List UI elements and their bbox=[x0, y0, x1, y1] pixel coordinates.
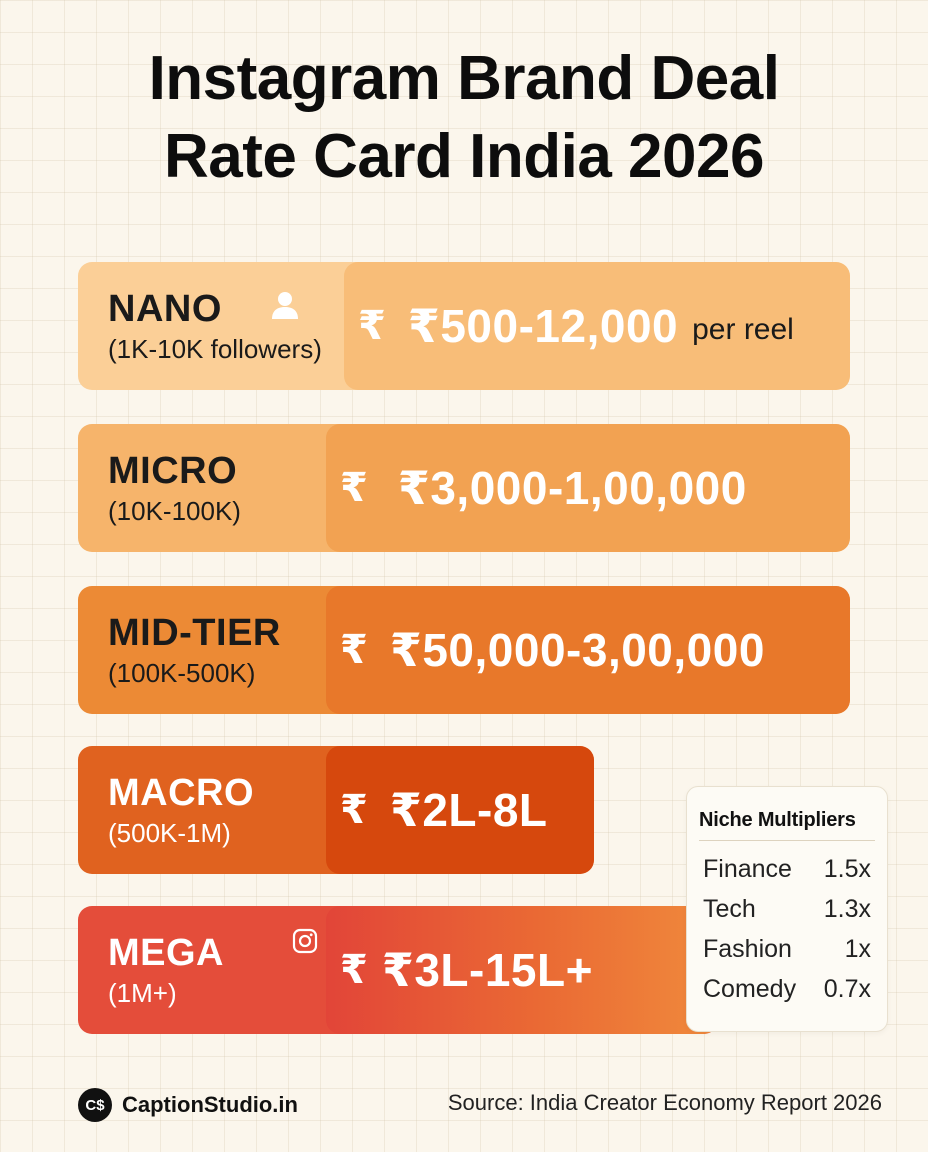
tier-range: (500K-1M) bbox=[108, 818, 231, 848]
title-line-2: Rate Card India 2026 bbox=[164, 122, 764, 191]
price-amount: ₹500-12,000 bbox=[407, 300, 679, 352]
price-amount: ₹3L-15L+ bbox=[381, 944, 593, 996]
tier-info: MID-TIER (100K-500K) bbox=[78, 586, 281, 714]
niche-value: 1.5x bbox=[823, 855, 871, 883]
niche-multipliers-panel: Niche Multipliers Finance 1.5x Tech 1.3x… bbox=[686, 786, 888, 1032]
tier-name: MEGA bbox=[108, 932, 224, 974]
tier-name: MID-TIER bbox=[108, 612, 281, 654]
price-amount: ₹3,000-1,00,000 bbox=[397, 462, 747, 514]
tier-price: ₹ ₹500-12,000 per reel bbox=[344, 262, 850, 390]
price-unit: per reel bbox=[692, 313, 794, 346]
source-text: Source: India Creator Economy Report 202… bbox=[447, 1090, 882, 1115]
niche-value: 1x bbox=[844, 935, 871, 963]
niche-title: Niche Multipliers bbox=[699, 809, 875, 841]
niche-label: Finance bbox=[703, 855, 792, 883]
rupee-icon: ₹ bbox=[340, 466, 368, 510]
rupee-icon: ₹ bbox=[358, 304, 386, 348]
tier-range: (100K-500K) bbox=[108, 658, 256, 688]
niche-row: Comedy 0.7x bbox=[699, 969, 875, 1009]
user-icon bbox=[272, 292, 298, 319]
tier-range: (1K-10K followers) bbox=[108, 334, 322, 364]
tier-name: NANO bbox=[108, 288, 222, 330]
tier-card-macro: MACRO (500K-1M) ₹ ₹2L-8L bbox=[78, 746, 594, 874]
brand-name: CaptionStudio.in bbox=[122, 1092, 298, 1117]
tier-info: MACRO (500K-1M) bbox=[78, 746, 254, 874]
tier-price: ₹ ₹2L-8L bbox=[326, 746, 594, 874]
price-amount: ₹50,000-3,00,000 bbox=[389, 624, 765, 676]
tier-card-nano: NANO (1K-10K followers) ₹ ₹500-12,000 pe… bbox=[78, 262, 850, 390]
tier-info: NANO (1K-10K followers) bbox=[78, 262, 322, 390]
niche-row: Fashion 1x bbox=[699, 929, 875, 969]
tier-price: ₹ ₹3L-15L+ bbox=[326, 906, 718, 1034]
tier-price: ₹ ₹3,000-1,00,000 bbox=[326, 424, 850, 552]
niche-label: Tech bbox=[703, 895, 756, 923]
niche-row: Finance 1.5x bbox=[699, 849, 875, 889]
niche-label: Fashion bbox=[703, 935, 792, 963]
tier-card-mega: MEGA (1M+) ₹ ₹3L-15L+ bbox=[78, 906, 718, 1034]
tier-info: MEGA (1M+) bbox=[78, 906, 224, 1034]
brand: C$ CaptionStudio.in bbox=[78, 1087, 298, 1123]
tier-info: MICRO (10K-100K) bbox=[78, 424, 241, 552]
rupee-icon: ₹ bbox=[340, 628, 368, 672]
niche-value: 0.7x bbox=[823, 975, 871, 1003]
tier-range: (10K-100K) bbox=[108, 496, 241, 526]
tier-price: ₹ ₹50,000-3,00,000 bbox=[326, 586, 850, 714]
tier-card-mid-tier: MID-TIER (100K-500K) ₹ ₹50,000-3,00,000 bbox=[78, 586, 850, 714]
niche-value: 1.3x bbox=[823, 895, 871, 923]
instagram-icon bbox=[292, 928, 318, 954]
tier-card-micro: MICRO (10K-100K) ₹ ₹3,000-1,00,000 bbox=[78, 424, 850, 552]
rupee-icon: ₹ bbox=[340, 788, 368, 832]
brand-logo-icon: C$ bbox=[78, 1088, 112, 1122]
tier-range: (1M+) bbox=[108, 978, 177, 1008]
page-title: Instagram Brand Deal Rate Card India 202… bbox=[0, 40, 928, 196]
tier-name: MACRO bbox=[108, 772, 255, 814]
tier-name: MICRO bbox=[108, 450, 238, 492]
title-line-1: Instagram Brand Deal bbox=[148, 44, 780, 113]
rupee-icon: ₹ bbox=[340, 948, 368, 992]
price-amount: ₹2L-8L bbox=[389, 784, 548, 836]
niche-label: Comedy bbox=[703, 975, 797, 1003]
niche-row: Tech 1.3x bbox=[699, 889, 875, 929]
